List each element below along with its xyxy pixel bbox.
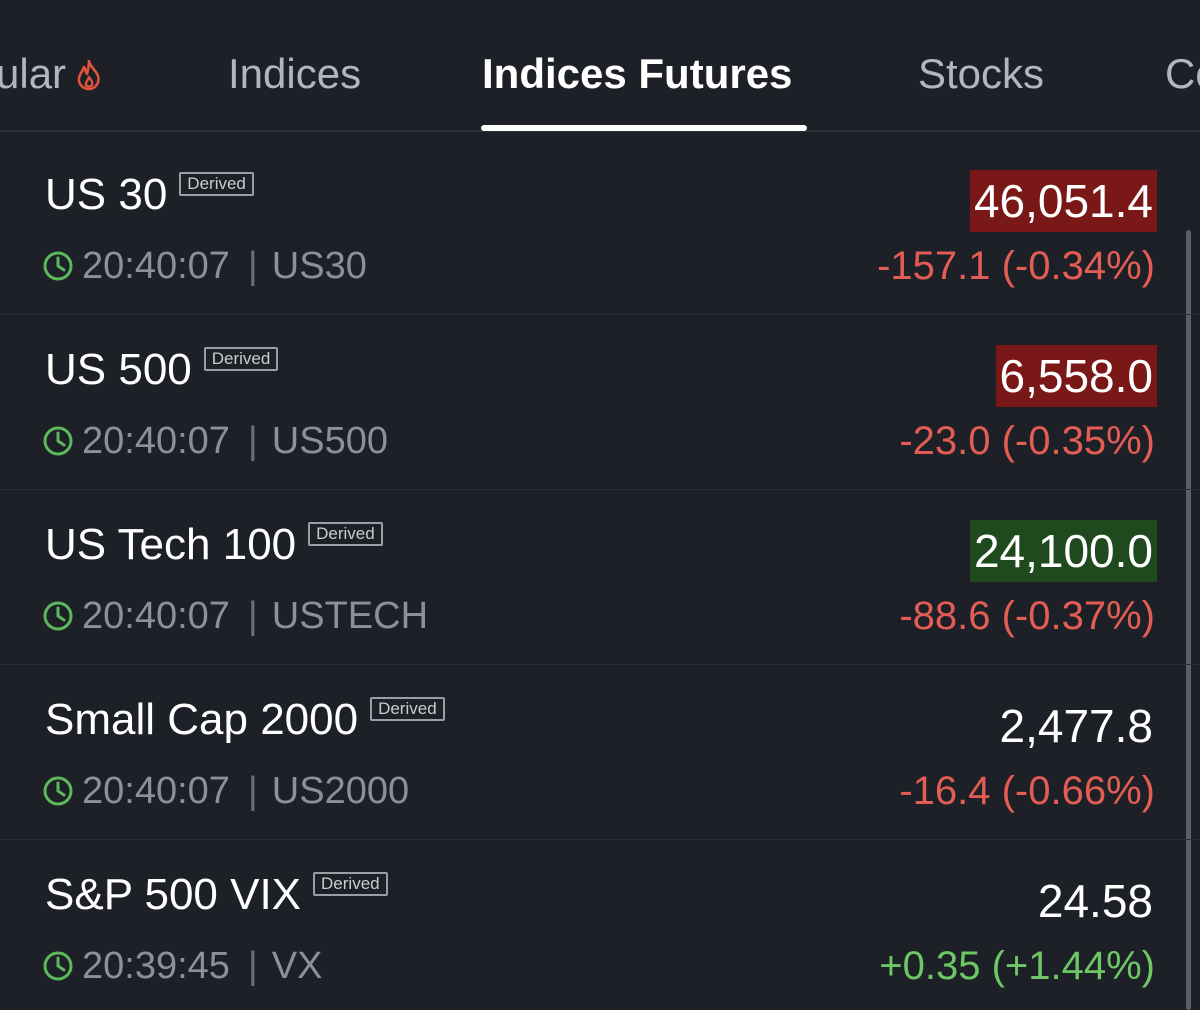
price-change: -157.1 (-0.34%) xyxy=(877,244,1155,288)
instrument-row-ustech[interactable]: US Tech 100 Derived 20:40:07 | USTECH 24,10… xyxy=(0,490,1200,665)
name-line: S&P 500 VIX Derived xyxy=(45,870,388,920)
price: 46,051.4 xyxy=(969,170,1157,232)
ticker-symbol: US500 xyxy=(271,420,388,462)
ticker-symbol: USTECH xyxy=(271,595,429,637)
last-update-time: 20:39:45 xyxy=(82,945,230,987)
instrument-row-us500[interactable]: US 500 Derived 20:40:07 | US500 6,558.0 -23… xyxy=(0,315,1200,490)
clock-icon xyxy=(42,598,74,631)
separator: | xyxy=(247,420,258,462)
name-line: US Tech 100 Derived xyxy=(45,520,383,570)
meta-line: 20:40:07 | US500 xyxy=(42,419,388,463)
meta-line: 20:40:07 | US30 xyxy=(42,244,367,288)
separator: | xyxy=(247,245,258,287)
last-update-time: 20:40:07 xyxy=(82,595,230,637)
price-change: -23.0 (-0.35%) xyxy=(899,419,1155,463)
last-update-time: 20:40:07 xyxy=(82,770,230,812)
clock-icon xyxy=(42,423,74,456)
ticker-symbol: VX xyxy=(271,945,323,987)
separator: | xyxy=(247,770,258,812)
price-change: +0.35 (+1.44%) xyxy=(879,944,1155,988)
tab-popular[interactable]: ular xyxy=(0,50,104,98)
instrument-row-us30[interactable]: US 30 Derived 20:40:07 | US30 46,051.4 -157… xyxy=(0,140,1200,315)
price: 24,100.0 xyxy=(969,520,1157,582)
category-tab-bar: ular Indices Indices Futures Stocks Co xyxy=(0,0,1200,132)
separator: | xyxy=(247,595,258,637)
instrument-name: US 30 xyxy=(45,170,168,219)
derived-badge: Derived xyxy=(308,522,383,546)
ticker-symbol: US2000 xyxy=(271,770,410,812)
scrollbar[interactable] xyxy=(1186,230,1191,1010)
derived-badge: Derived xyxy=(203,347,279,371)
instrument-row-vx[interactable]: S&P 500 VIX Derived 20:39:45 | VX 24.58 +0.… xyxy=(0,840,1200,1010)
price: 2,477.8 xyxy=(999,700,1153,752)
instrument-row-us2000[interactable]: Small Cap 2000 Derived 20:40:07 | US2000 2,… xyxy=(0,665,1200,840)
instrument-name: S&P 500 VIX xyxy=(45,870,302,919)
separator: | xyxy=(247,945,258,987)
tab-label: ular xyxy=(0,50,67,97)
meta-line: 20:40:07 | US2000 xyxy=(42,769,409,813)
last-update-time: 20:40:07 xyxy=(82,420,230,462)
clock-icon xyxy=(42,948,74,981)
instrument-name: Small Cap 2000 xyxy=(45,695,359,744)
derived-badge: Derived xyxy=(313,872,388,896)
instrument-name: US Tech 100 xyxy=(45,520,297,569)
price: 6,558.0 xyxy=(995,345,1157,407)
name-line: US 30 Derived xyxy=(45,170,254,220)
last-update-time: 20:40:07 xyxy=(82,245,230,287)
price-change: -16.4 (-0.66%) xyxy=(899,769,1155,813)
derived-badge: Derived xyxy=(179,172,254,196)
meta-line: 20:40:07 | USTECH xyxy=(42,594,428,638)
tab-indices[interactable]: Indices xyxy=(228,50,362,97)
derived-badge: Derived xyxy=(370,697,445,721)
clock-icon xyxy=(42,773,74,806)
name-line: US 500 Derived xyxy=(45,345,279,395)
active-tab-indicator xyxy=(481,125,807,131)
instrument-name: US 500 xyxy=(45,345,192,394)
tab-indices-futures[interactable]: Indices Futures xyxy=(482,50,793,97)
meta-line: 20:39:45 | VX xyxy=(42,944,323,988)
tab-stocks[interactable]: Stocks xyxy=(918,50,1045,97)
tab-commodities[interactable]: Co xyxy=(1165,50,1200,97)
clock-icon xyxy=(42,248,74,281)
ticker-symbol: US30 xyxy=(271,245,367,287)
fire-icon xyxy=(74,54,104,91)
price: 24.58 xyxy=(1037,875,1153,927)
price-change: -88.6 (-0.37%) xyxy=(899,594,1155,638)
name-line: Small Cap 2000 Derived xyxy=(45,695,445,745)
